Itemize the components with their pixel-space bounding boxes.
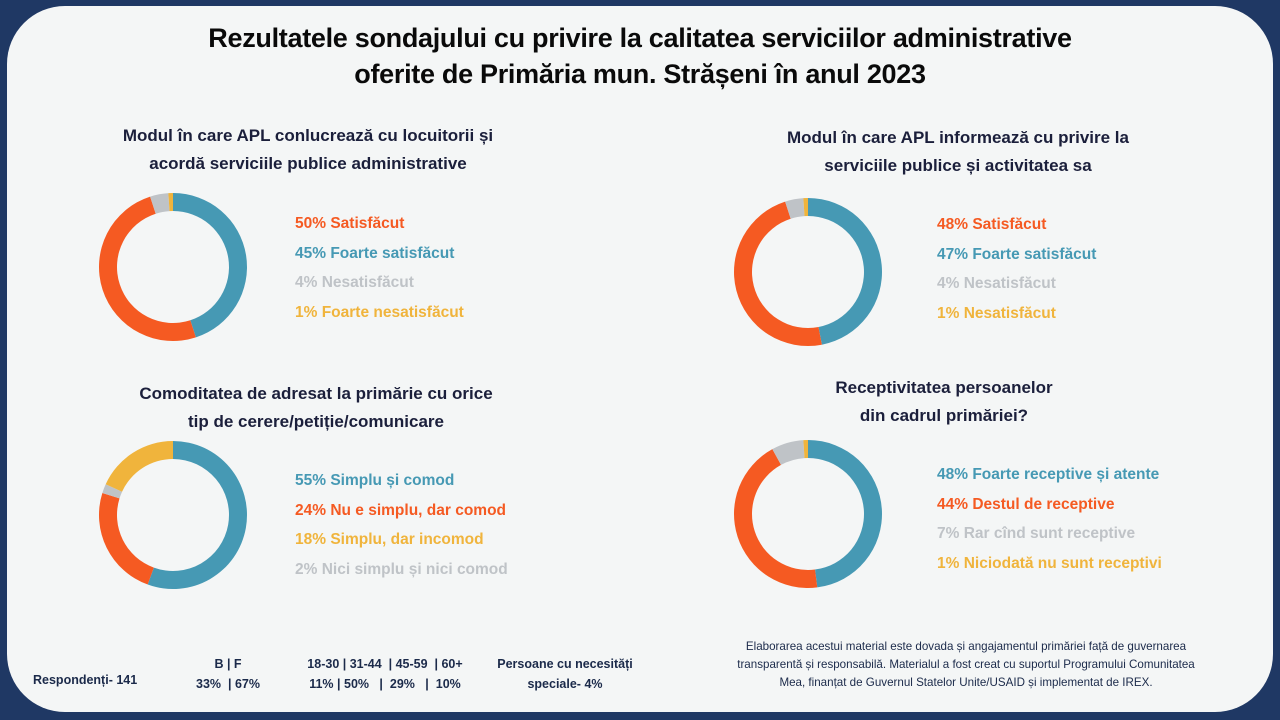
- chart-1-legend: 50% Satisfăcut 45% Foarte satisfăcut 4% Ne…: [295, 209, 464, 327]
- donut-slice-foarte-nesatisfacut: [168, 193, 173, 212]
- donut-slice-nesatisfacut: [803, 198, 808, 217]
- chart-2-title-line-1: Modul în care APL informează cu privire …: [787, 128, 1129, 147]
- gender-header: B | F: [214, 657, 242, 671]
- chart-1-donut: [99, 193, 248, 341]
- legend-entry: 50% Satisfăcut: [295, 215, 405, 232]
- chart-3-legend: 55% Simplu și comod 24% Nu e simplu, dar …: [295, 466, 508, 584]
- special-needs: Persoane cu necesități speciale- 4%: [490, 654, 640, 694]
- legend-entry: 1% Niciodată nu sunt receptivi: [937, 554, 1162, 572]
- chart-4-title: Receptivitatea persoanelor din cadrul pr…: [714, 374, 1174, 430]
- special-needs-line-1: Persoane cu necesități: [497, 657, 633, 671]
- donut-slice-foarte-receptive-si-atente: [808, 440, 883, 588]
- donut-slice-destul-de-receptive: [733, 449, 818, 588]
- donut-slice-rar-cind-sunt-receptive: [772, 440, 805, 465]
- funding-note: Elaborarea acestui material este dovada …: [712, 638, 1220, 692]
- legend-entry: 24% Nu e simplu, dar comod: [295, 501, 507, 519]
- chart-3-title-line-1: Comoditatea de adresat la primărie cu or…: [139, 384, 493, 403]
- page-title-line-2: oferite de Primăria mun. Strășeni în anu…: [354, 59, 926, 89]
- legend-entry: 18% Simplu, dar incomod: [295, 531, 484, 548]
- donut-slice-nesatisfacut: [150, 193, 170, 214]
- legend-entry: 44% Destul de receptive: [937, 495, 1115, 513]
- age-breakdown: 18-30 | 31-44 | 45-59 | 60+ 11% | 50% | …: [280, 654, 490, 694]
- chart-3-title-line-2: tip de cerere/petiție/comunicare: [187, 412, 445, 431]
- donut-slice-niciodata-nu-sunt-receptivi: [803, 440, 808, 459]
- funding-note-line-1: Elaborarea acestui material este dovada …: [745, 640, 1187, 653]
- donut-slice-nici-simplu-si-nici-comod: [102, 484, 123, 499]
- chart-2-title: Modul în care APL informează cu privire …: [728, 124, 1188, 180]
- legend-entry: 2% Nici simplu și nici comod: [295, 560, 508, 578]
- special-needs-line-2: speciale- 4%: [527, 677, 603, 691]
- chart-1-title-line-2: acordă serviciile publice administrative: [149, 154, 467, 173]
- donut-slice-satisfacut: [734, 201, 822, 346]
- donut-slice-foarte-satisfacut: [173, 193, 248, 338]
- respondents-count: Respondenți- 141: [33, 673, 138, 687]
- funding-note-line-2: transparentă și responsabilă. Materialul…: [737, 658, 1195, 671]
- legend-entry: 1% Nesatisfăcut: [937, 304, 1056, 322]
- chart-4-legend: 48% Foarte receptive și atente 44% Destul…: [937, 460, 1162, 578]
- donut-slice-nesatisfacut: [785, 198, 805, 219]
- chart-3-title: Comoditatea de adresat la primărie cu or…: [86, 380, 546, 436]
- donut-slice-simplu-dar-incomod: [105, 441, 173, 492]
- age-header: 18-30 | 31-44 | 45-59 | 60+: [307, 657, 463, 671]
- chart-2-donut: [734, 198, 882, 346]
- chart-4-title-line-1: Receptivitatea persoanelor: [835, 378, 1053, 397]
- gender-values: 33% | 67%: [196, 677, 260, 691]
- funding-note-line-3: Mea, finanțat de Guvernul Statelor Unite…: [779, 676, 1153, 689]
- infographic-card: [7, 6, 1273, 712]
- legend-entry: 7% Rar cînd sunt receptive: [937, 525, 1136, 542]
- chart-2-title-line-2: serviciile publice și activitatea sa: [824, 156, 1092, 175]
- page-title: Rezultatele sondajului cu privire la cal…: [0, 20, 1280, 92]
- chart-4-donut: [733, 440, 883, 588]
- legend-entry: 45% Foarte satisfăcut: [295, 244, 455, 262]
- legend-entry: 4% Nesatisfăcut: [295, 274, 414, 291]
- chart-3-donut: [99, 441, 248, 589]
- age-values: 11% | 50% | 29% | 10%: [309, 677, 461, 691]
- legend-entry: 48% Satisfăcut: [937, 216, 1047, 233]
- chart-1-title-line-1: Modul în care APL conlucrează cu locuito…: [122, 126, 494, 145]
- donut-slice-simplu-si-comod: [147, 441, 248, 589]
- legend-entry: 47% Foarte satisfăcut: [937, 245, 1097, 263]
- donut-slice-satisfacut: [99, 196, 196, 341]
- chart-1-title: Modul în care APL conlucrează cu locuito…: [78, 122, 538, 178]
- chart-2-legend: 48% Satisfăcut 47% Foarte satisfăcut 4% Ne…: [937, 210, 1096, 328]
- donut-slice-nu-e-simplu-dar-comod: [99, 493, 154, 585]
- legend-entry: 4% Nesatisfăcut: [937, 275, 1056, 292]
- legend-entry: 48% Foarte receptive și atente: [937, 466, 1160, 483]
- page-title-line-1: Rezultatele sondajului cu privire la cal…: [208, 23, 1072, 53]
- legend-entry: 55% Simplu și comod: [295, 472, 455, 489]
- legend-entry: 1% Foarte nesatisfăcut: [295, 303, 464, 321]
- donut-slice-foarte-satisfacut: [808, 198, 882, 345]
- gender-breakdown: B | F 33% | 67%: [178, 654, 278, 694]
- chart-4-title-line-2: din cadrul primăriei?: [859, 406, 1029, 425]
